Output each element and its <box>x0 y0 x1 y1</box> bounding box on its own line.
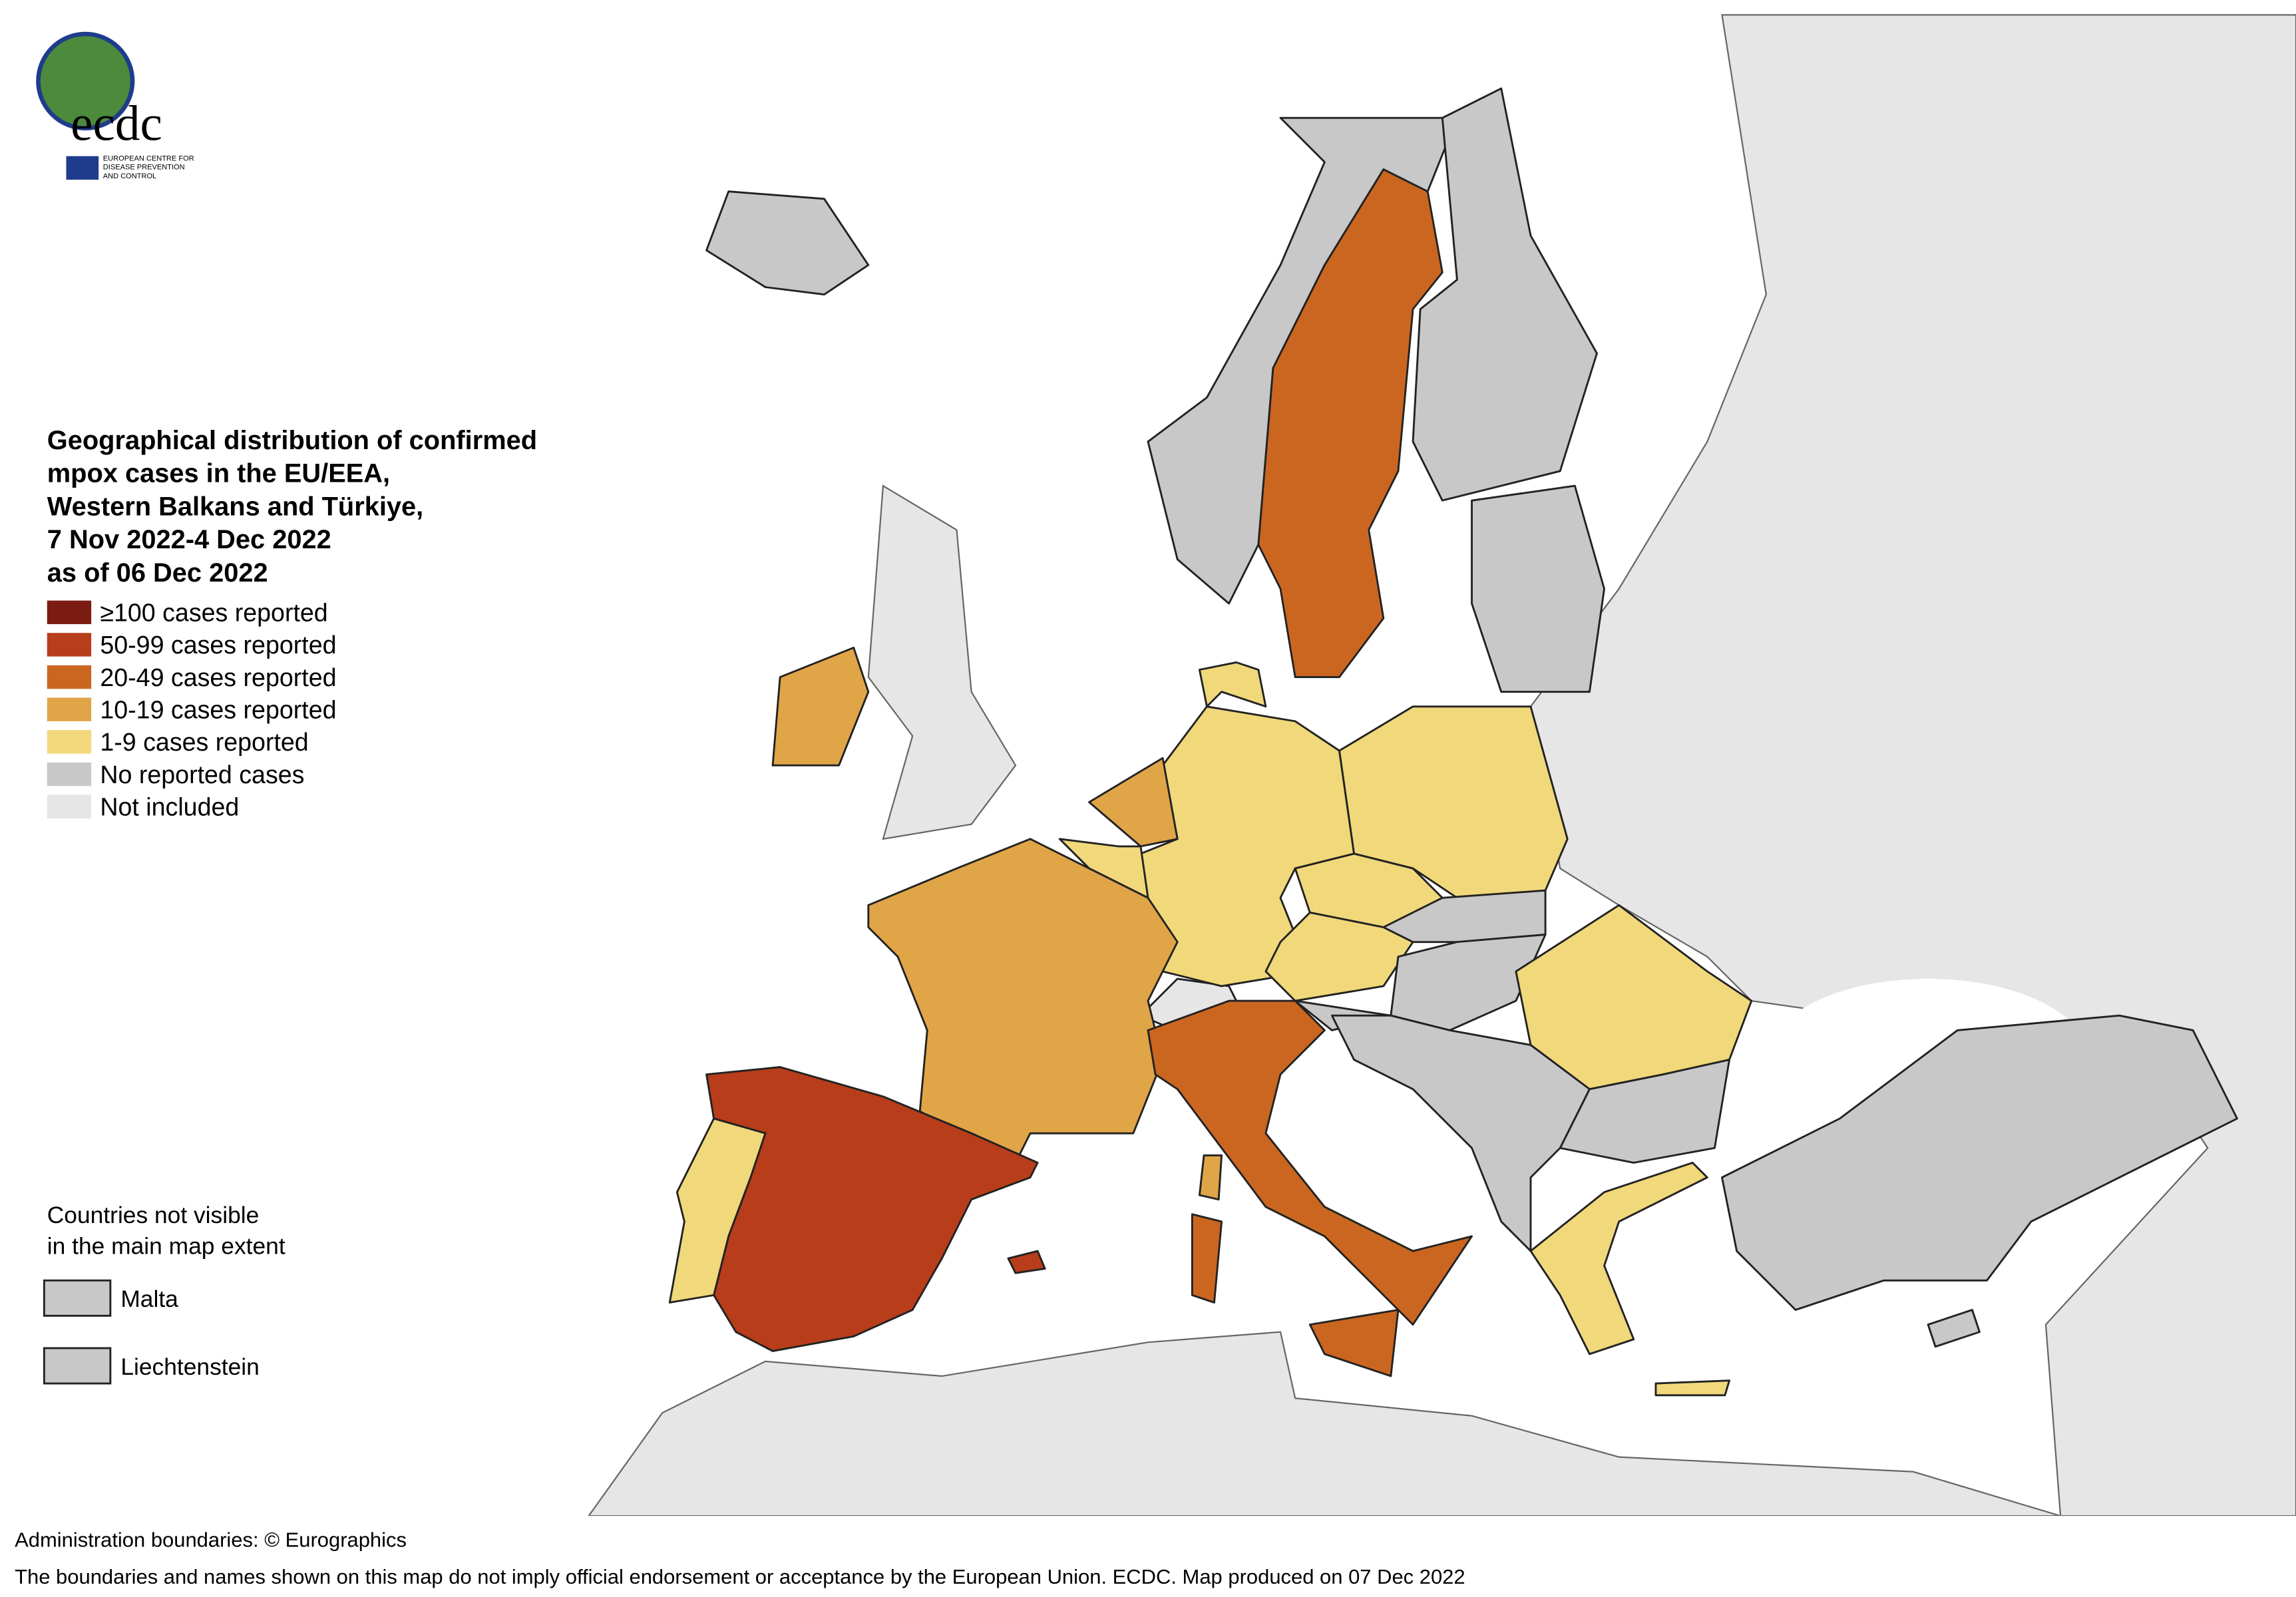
legend-label: No reported cases <box>100 761 304 789</box>
denmark <box>1198 661 1267 708</box>
corsica <box>1198 1154 1223 1201</box>
crete <box>1654 1379 1730 1397</box>
logo: ecdc EUROPEAN CENTRE FOR DISEASE PREVENT… <box>36 31 194 180</box>
legend-label: 1-9 cases reported <box>100 728 308 756</box>
ireland <box>771 646 870 767</box>
footer: Administration boundaries: © Eurographic… <box>15 1528 407 1552</box>
legend-swatch <box>47 795 92 818</box>
portugal <box>668 1117 767 1304</box>
footer-area <box>0 1516 2296 1597</box>
country-label: Liechtenstein <box>120 1354 259 1380</box>
netherlands <box>1088 757 1179 848</box>
belgium <box>1058 838 1149 899</box>
turkiye <box>1721 1014 2238 1311</box>
legend-label: ≥100 cases reported <box>100 599 327 627</box>
balearics <box>1007 1250 1046 1274</box>
title: 7 Nov 2022-4 Dec 2022 <box>47 525 331 554</box>
finland <box>1412 87 1598 502</box>
greece <box>1529 1161 1708 1355</box>
legend-swatch <box>47 633 92 657</box>
title: as of 06 Dec 2022 <box>47 558 268 588</box>
legend-label: 20-49 cases reported <box>100 663 336 691</box>
legend-swatch <box>47 730 92 754</box>
country-box <box>43 1279 112 1317</box>
map <box>587 14 2296 1517</box>
logo-subtitle: EUROPEAN CENTRE FOR <box>103 154 194 162</box>
title: Western Balkans and Türkiye, <box>47 492 423 521</box>
north-africa <box>587 1331 2061 1517</box>
logo-subtitle: DISEASE PREVENTION <box>103 164 185 172</box>
not-visible-title: Countries not visible <box>47 1202 260 1228</box>
logo-subtitle: AND CONTROL <box>103 172 156 180</box>
legend-swatch <box>47 697 92 721</box>
iceland <box>705 190 870 295</box>
title: mpox cases in the EU/EEA, <box>47 459 390 488</box>
footer: The boundaries and names shown on this m… <box>15 1565 1465 1588</box>
legend: Geographical distribution of confirmed mp… <box>15 426 1465 1588</box>
eu-flag <box>66 156 99 180</box>
logo-name: ecdc <box>71 96 162 151</box>
legend-swatch <box>47 600 92 624</box>
eastern-land <box>1529 14 2296 1517</box>
not-visible-title: in the main map extent <box>47 1233 286 1259</box>
legend-swatch <box>47 665 92 689</box>
france <box>867 838 1179 1164</box>
legend-label: 10-19 cases reported <box>100 695 336 723</box>
uk <box>867 484 1017 840</box>
cyprus <box>1927 1309 1981 1348</box>
country-box <box>43 1347 112 1385</box>
legend-label: Not included <box>100 793 239 820</box>
legend-label: 50-99 cases reported <box>100 631 336 659</box>
baltics <box>1471 484 1606 693</box>
logo-globe <box>36 31 135 130</box>
title: Geographical distribution of confirmed <box>47 426 537 455</box>
italy <box>1147 999 1473 1326</box>
sardinia <box>1191 1213 1223 1304</box>
sicily <box>1308 1309 1400 1377</box>
legend-swatch <box>47 762 92 787</box>
country-label: Malta <box>120 1286 178 1312</box>
western-balkans <box>1331 1014 1591 1252</box>
sweden <box>1257 168 1443 678</box>
